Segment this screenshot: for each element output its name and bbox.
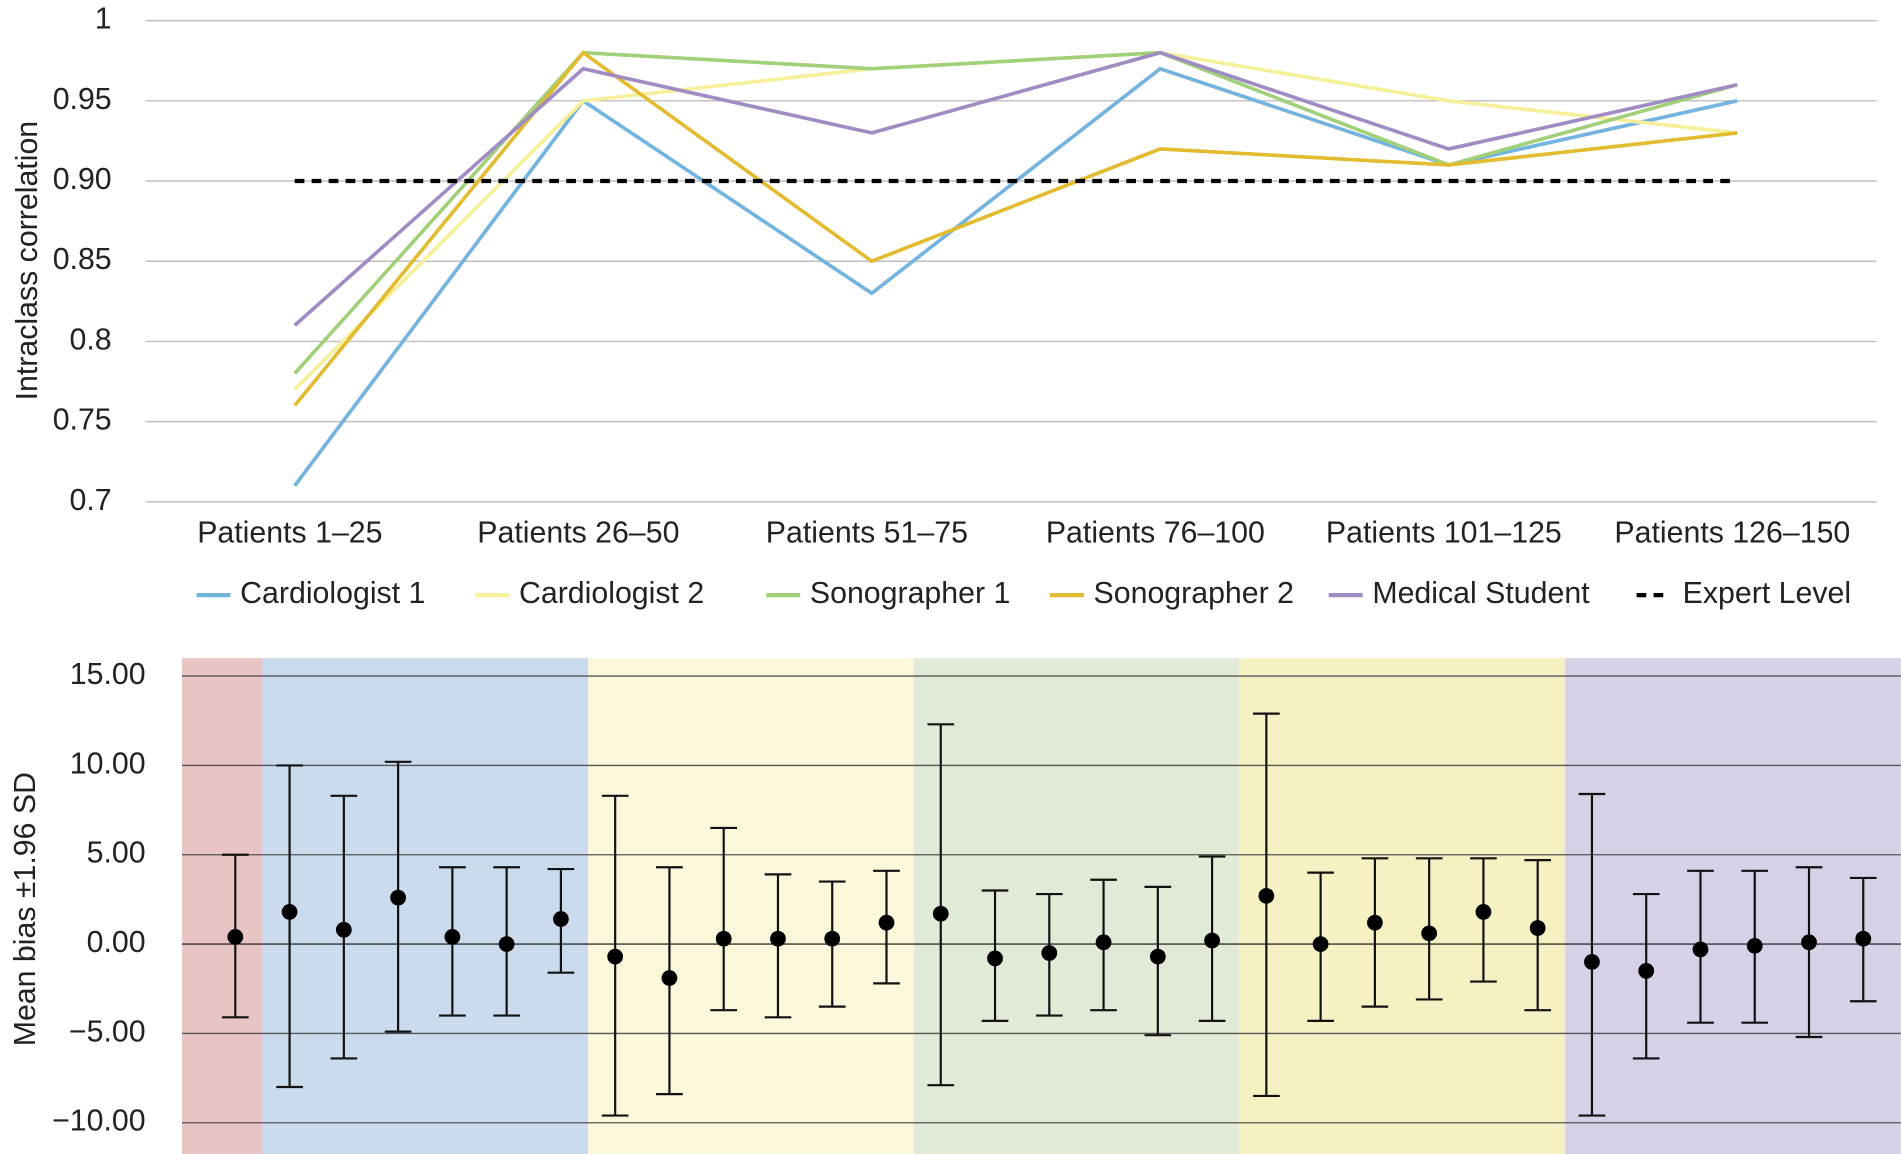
- mean-dot: [1149, 948, 1166, 965]
- x-tick-label: Patients 1–25: [197, 517, 382, 550]
- mean-dot: [281, 904, 298, 920]
- mean-dot: [1692, 941, 1709, 958]
- legend-label: Cardiologist 1: [240, 577, 425, 610]
- mean-dot: [1204, 932, 1220, 949]
- mean-dot: [1041, 945, 1058, 961]
- mean-dot: [932, 905, 949, 922]
- mean-dot: [607, 948, 624, 965]
- x-tick-label: Patients 26–50: [477, 517, 679, 550]
- series-line: [293, 50, 1738, 327]
- y-tick-label: 5.00: [87, 837, 146, 870]
- mean-dot: [1095, 934, 1112, 951]
- series-line: [293, 50, 1738, 391]
- y-tick-label: 15.00: [70, 658, 146, 691]
- legend-label: Medical Student: [1372, 577, 1590, 610]
- mean-dot: [1475, 904, 1492, 920]
- y-tick-label: −5.00: [69, 1015, 146, 1048]
- group-band: [588, 658, 914, 1154]
- series-line: [293, 50, 1738, 407]
- mean-dot: [824, 930, 841, 947]
- mean-dot: [1258, 887, 1275, 904]
- mean-dot: [715, 930, 732, 947]
- y-tick-label: 0.85: [53, 243, 112, 276]
- group-band: [1564, 658, 1901, 1154]
- mean-dot: [390, 889, 406, 906]
- y-tick-label: 1: [95, 3, 112, 36]
- y-tick-label: 10.00: [70, 747, 146, 780]
- mean-dot: [987, 950, 1003, 967]
- y-tick-label: 0.7: [70, 484, 112, 517]
- group-band: [1239, 658, 1565, 1154]
- group-band: [262, 658, 589, 1154]
- y-axis-title: Mean bias ±1.96 SD: [9, 772, 42, 1046]
- y-tick-label: −10.00: [52, 1105, 146, 1138]
- x-tick-label: Patients 101–125: [1326, 517, 1562, 550]
- mean-dot: [1801, 934, 1817, 951]
- legend-label: Sonographer 2: [1094, 577, 1294, 610]
- mean-dot: [498, 936, 515, 952]
- mean-dot: [1584, 954, 1600, 970]
- group-band: [913, 658, 1240, 1154]
- mean-dot: [1421, 925, 1438, 942]
- x-tick-label: Patients 126–150: [1614, 517, 1850, 550]
- mean-dot: [1855, 930, 1872, 947]
- mean-dot: [444, 929, 461, 945]
- legend-label: Cardiologist 2: [519, 577, 704, 610]
- legend-label: Sonographer 1: [810, 577, 1010, 610]
- mean-dot: [553, 911, 569, 927]
- mean-dot: [1312, 936, 1329, 952]
- mean-dot: [1367, 914, 1383, 931]
- mean-dot: [1529, 920, 1546, 936]
- mean-dot: [1746, 937, 1763, 954]
- x-tick-label: Patients 51–75: [766, 517, 968, 550]
- y-tick-label: 0.75: [53, 404, 112, 437]
- mean-dot: [1638, 962, 1655, 979]
- series-line: [293, 50, 1738, 375]
- y-tick-label: 0.90: [53, 163, 112, 196]
- y-tick-label: 0.95: [53, 83, 112, 116]
- mean-dot: [661, 970, 678, 986]
- mean-dot: [227, 929, 244, 945]
- y-tick-label: 0.00: [87, 926, 146, 959]
- x-tick-label: Patients 76–100: [1046, 517, 1265, 550]
- y-tick-label: 0.8: [70, 323, 112, 356]
- bands: [181, 658, 1901, 1154]
- mean-dot: [770, 930, 786, 947]
- mean-dot: [335, 921, 352, 938]
- y-axis-title: Intraclass correlation: [11, 121, 44, 401]
- mean-dot: [878, 914, 895, 931]
- legend-label: Expert Level: [1683, 577, 1851, 610]
- group-band: [181, 658, 263, 1154]
